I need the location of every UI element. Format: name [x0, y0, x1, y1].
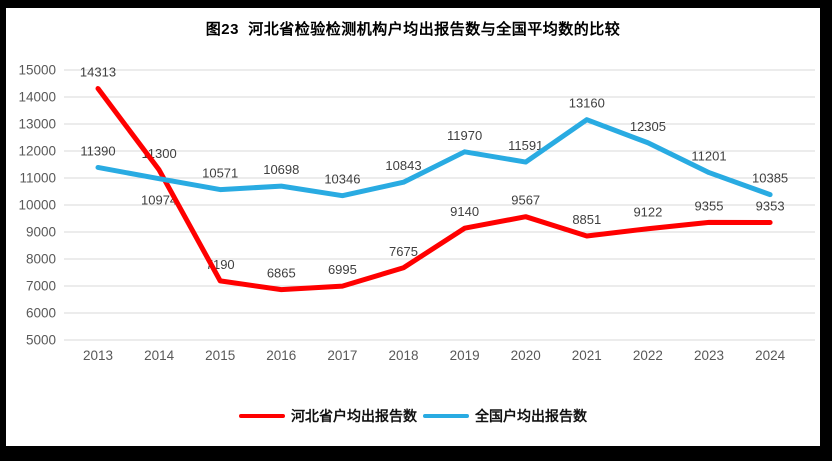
- x-tick-label: 2014: [144, 348, 175, 363]
- national-series-swatch: [423, 414, 469, 418]
- series-line: [95, 86, 773, 293]
- data-label: 7675: [389, 244, 418, 259]
- data-label: 9567: [511, 193, 540, 208]
- line-chart: 5000 6000 7000 8000 9000 10000 11000 12000 13000…: [18, 63, 815, 363]
- x-tick-label: 2022: [633, 348, 663, 363]
- x-tick-label: 2024: [755, 348, 786, 363]
- x-tick-label: 2023: [694, 348, 724, 363]
- data-label: 10698: [263, 162, 299, 177]
- y-tick-label: 12000: [18, 144, 56, 159]
- y-tick-label: 13000: [18, 117, 56, 132]
- data-label: 11970: [447, 128, 482, 143]
- data-label: 10571: [202, 166, 238, 181]
- y-tick-label: 8000: [26, 252, 56, 267]
- y-tick-label: 7000: [26, 279, 56, 294]
- x-tick-label: 2016: [266, 348, 296, 363]
- data-label: 9122: [633, 205, 662, 220]
- data-label: 11591: [508, 138, 543, 153]
- data-label: 6865: [267, 266, 296, 281]
- legend-item-national: 全国户均出报告数: [423, 406, 587, 426]
- x-tick-label: 2013: [83, 348, 113, 363]
- series-line: [95, 117, 773, 199]
- chart-panel: 图23 河北省检验检测机构户均出报告数与全国平均数的比较 5000 6000 700…: [6, 8, 820, 446]
- data-label: 10843: [385, 158, 421, 173]
- data-label: 11390: [80, 143, 115, 158]
- y-tick-label: 9000: [26, 225, 56, 240]
- chart-title: 图23 河北省检验检测机构户均出报告数与全国平均数的比较: [205, 21, 621, 38]
- data-label: 14313: [80, 65, 116, 80]
- data-label: 9355: [695, 198, 724, 213]
- y-tick-label: 5000: [26, 333, 56, 348]
- data-label: 10385: [752, 171, 788, 186]
- x-tick-label: 2018: [388, 348, 418, 363]
- y-tick-label: 15000: [18, 63, 56, 78]
- y-tick-label: 10000: [18, 198, 56, 213]
- data-label: 6995: [328, 262, 357, 277]
- x-tick-label: 2021: [572, 348, 602, 363]
- hebei-series-swatch: [239, 414, 285, 418]
- data-label: 8851: [572, 212, 601, 227]
- data-label: 10346: [324, 172, 360, 187]
- data-label: 10974: [141, 193, 177, 208]
- legend-item-hebei: 河北省户均出报告数: [239, 406, 417, 426]
- x-tick-label: 2020: [511, 348, 541, 363]
- data-label: 11201: [691, 149, 726, 164]
- chart-legend: 河北省户均出报告数 全国户均出报告数: [6, 406, 820, 426]
- data-label: 12305: [630, 119, 666, 134]
- x-tick-label: 2017: [327, 348, 357, 363]
- x-tick-label: 2019: [450, 348, 480, 363]
- legend-label-hebei: 河北省户均出报告数: [291, 408, 417, 424]
- data-label: 9140: [450, 204, 479, 219]
- x-tick-label: 2015: [205, 348, 235, 363]
- legend-label-national: 全国户均出报告数: [475, 408, 587, 424]
- data-label: 13160: [569, 96, 605, 111]
- y-tick-label: 6000: [26, 306, 56, 321]
- data-label: 9353: [756, 198, 785, 213]
- y-tick-label: 11000: [19, 171, 56, 186]
- y-tick-label: 14000: [18, 90, 56, 105]
